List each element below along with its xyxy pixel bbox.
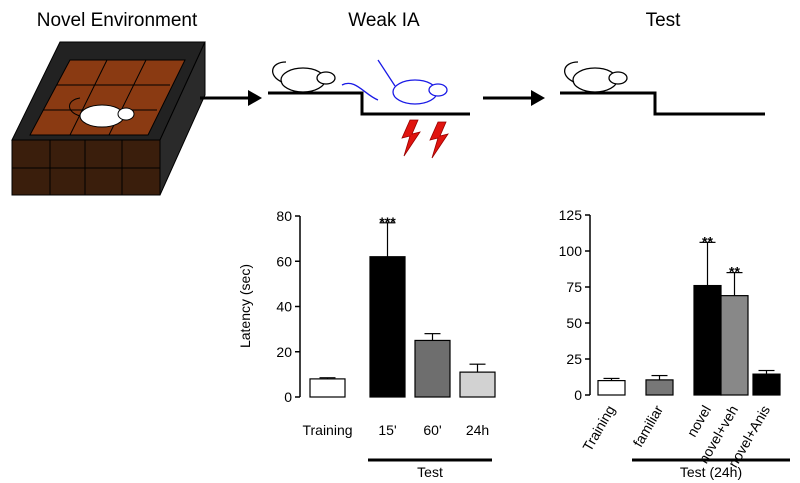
y-tick-label: 60 <box>276 253 292 269</box>
significance: ** <box>729 264 740 280</box>
y-tick-label: 100 <box>559 243 583 259</box>
y-tick-label: 80 <box>276 208 292 224</box>
group-label: Test (24h) <box>680 464 742 480</box>
y-tick-label: 20 <box>276 344 292 360</box>
bar <box>309 378 346 398</box>
y-tick-label: 50 <box>566 315 582 331</box>
x-tick-label: 24h <box>466 422 489 438</box>
arrows <box>200 90 545 106</box>
y-axis-label: Latency (sec) <box>237 264 253 348</box>
y-tick-label: 40 <box>276 299 292 315</box>
x-tick-label: Training <box>579 403 618 454</box>
bar <box>597 380 626 396</box>
bar <box>459 371 496 398</box>
x-tick-label: 60' <box>423 422 441 438</box>
y-tick-label: 0 <box>574 387 582 403</box>
x-tick-label: 15' <box>378 422 396 438</box>
y-tick-label: 0 <box>284 389 292 405</box>
panel-title: Novel Environment <box>37 10 198 31</box>
y-tick-label: 25 <box>566 351 582 367</box>
bar <box>720 295 749 396</box>
bar <box>645 379 674 396</box>
x-tick-label: Training <box>302 422 352 438</box>
bar <box>752 373 781 396</box>
group-label: Test <box>417 464 443 480</box>
mice <box>272 59 628 105</box>
bar <box>693 284 722 396</box>
ia-apparatus <box>268 91 765 116</box>
panel-title: Weak IA <box>348 10 420 31</box>
y-tick-label: 125 <box>559 207 583 223</box>
shock <box>401 119 449 159</box>
panel-title: Test <box>646 10 682 31</box>
y-tick-label: 75 <box>566 279 582 295</box>
x-tick-label: familiar <box>630 402 667 449</box>
arena <box>11 41 206 196</box>
bar <box>414 339 451 398</box>
significance: ** <box>702 233 713 249</box>
significance: *** <box>379 214 396 230</box>
bar <box>369 256 406 398</box>
